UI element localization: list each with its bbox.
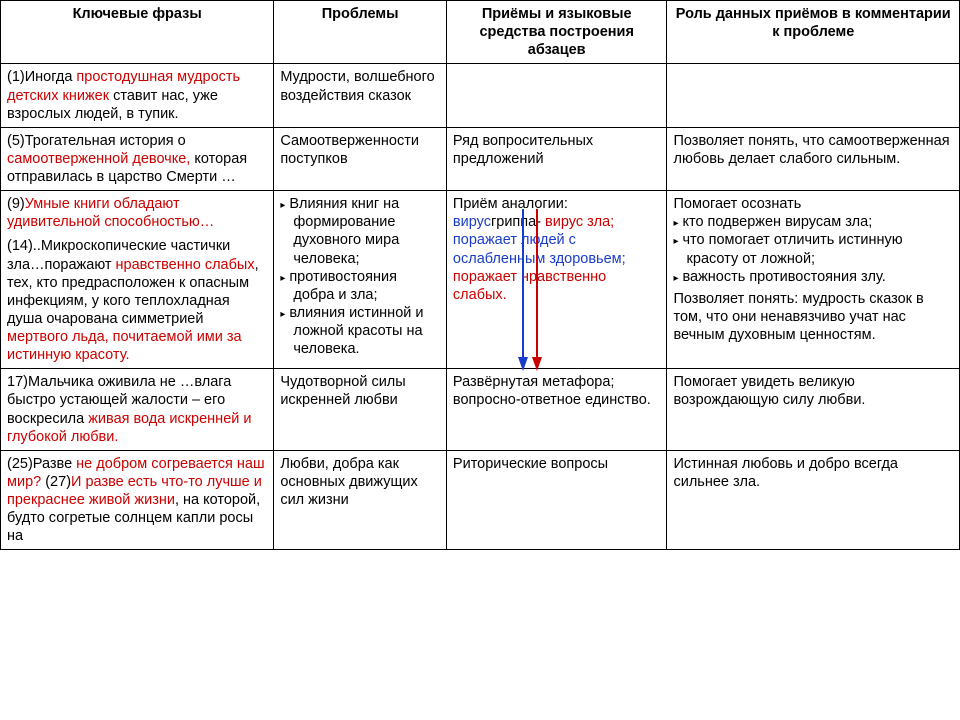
text: (5)Трогательная история о <box>7 133 186 149</box>
cell-technique: Приём аналогии: вирусгриппа- вирус зла; … <box>446 191 667 369</box>
text: (25)Разве <box>7 456 76 472</box>
cell-role: Помогает увидеть великую возрождающую си… <box>667 369 960 451</box>
text: (1)Иногда <box>7 69 76 85</box>
blue-text: поражает людей с <box>453 231 661 249</box>
cell-role <box>667 64 960 127</box>
cell-phrase: (5)Трогательная история о самоотверженно… <box>1 127 274 190</box>
blue-text: вирус <box>453 214 491 230</box>
highlight: мертвого льда, почитаемой ими за истинну… <box>7 329 242 363</box>
header-role: Роль данных приёмов в комментарии к проб… <box>667 1 960 64</box>
cell-problem: Самоотверженности поступков <box>274 127 447 190</box>
text: (27) <box>41 474 71 490</box>
cell-phrase: 17)Мальчика оживила не …влага быстро уст… <box>1 369 274 451</box>
table-row: (5)Трогательная история о самоотверженно… <box>1 127 960 190</box>
bullet-item: влияния истинной и ложной красоты на чел… <box>280 304 440 358</box>
table-row: 17)Мальчика оживила не …влага быстро уст… <box>1 369 960 451</box>
header-row: Ключевые фразы Проблемы Приёмы и языковы… <box>1 1 960 64</box>
header-techniques: Приёмы и языковые средства построения аб… <box>446 1 667 64</box>
text: (9) <box>7 196 25 212</box>
bullet-item: что помогает отличить истинную красоту о… <box>673 231 953 267</box>
highlight: нравственно слабых <box>116 257 255 273</box>
header-key-phrases: Ключевые фразы <box>1 1 274 64</box>
cell-phrase: (25)Разве не добром согревается наш мир?… <box>1 450 274 550</box>
cell-problem: Любви, добра как основных движущих сил ж… <box>274 450 447 550</box>
text: Приём аналогии: <box>453 195 661 213</box>
table-row: (1)Иногда простодушная мудрость детских … <box>1 64 960 127</box>
table-row: (9)Умные книги обладают удивительной спо… <box>1 191 960 369</box>
cell-technique <box>446 64 667 127</box>
text: Позволяет понять: мудрость сказок в том,… <box>673 290 953 344</box>
highlight: Умные книги обладают удивительной способ… <box>7 196 214 230</box>
blue-text: ослабленным здоровьем; <box>453 250 661 268</box>
table-row: (25)Разве не добром согревается наш мир?… <box>1 450 960 550</box>
analysis-table: Ключевые фразы Проблемы Приёмы и языковы… <box>0 0 960 550</box>
cell-role: Помогает осознать кто подвержен вирусам … <box>667 191 960 369</box>
cell-role: Позволяет понять, что самоотверженная лю… <box>667 127 960 190</box>
highlight: самоотверженной девочке, <box>7 151 190 167</box>
header-problems: Проблемы <box>274 1 447 64</box>
cell-problem: Влияния книг на формирование духовного м… <box>274 191 447 369</box>
bullet-item: важность противостояния злу. <box>673 268 953 286</box>
highlight: поражает нравственно слабых. <box>453 268 661 304</box>
text: Помогает осознать <box>673 195 953 213</box>
bullet-item: кто подвержен вирусам зла; <box>673 213 953 231</box>
cell-technique: Развёрнутая метафора; вопросно-ответное … <box>446 369 667 451</box>
text: гриппа- <box>491 214 545 230</box>
cell-phrase: (1)Иногда простодушная мудрость детских … <box>1 64 274 127</box>
bullet-item: противостояния добра и зла; <box>280 268 440 304</box>
highlight: вирус зла; <box>545 214 614 230</box>
cell-role: Истинная любовь и добро всегда сильнее з… <box>667 450 960 550</box>
cell-technique: Ряд вопросительных предложений <box>446 127 667 190</box>
cell-phrase: (9)Умные книги обладают удивительной спо… <box>1 191 274 369</box>
cell-problem: Чудотворной силы искренней любви <box>274 369 447 451</box>
cell-problem: Мудрости, волшебного воздействия сказок <box>274 64 447 127</box>
bullet-item: Влияния книг на формирование духовного м… <box>280 195 440 268</box>
cell-technique: Риторические вопросы <box>446 450 667 550</box>
